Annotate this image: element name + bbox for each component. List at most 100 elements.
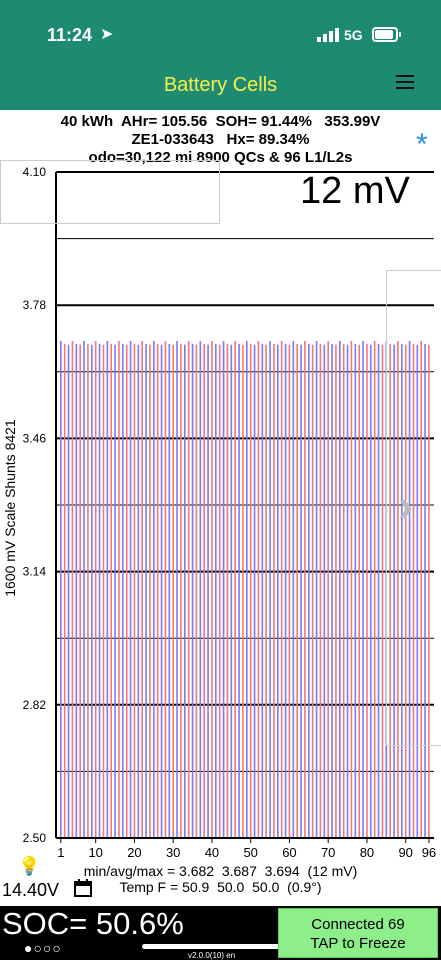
home-indicator[interactable] [142, 944, 296, 949]
status-bar: 11:24 ➤ 5G [0, 0, 441, 62]
signal-icon [317, 28, 339, 42]
cell-bar [60, 340, 62, 838]
x-tick-label: 30 [166, 845, 180, 860]
cell-bar [203, 343, 206, 838]
cell-bar [102, 344, 105, 838]
cell-bar [370, 344, 372, 838]
x-tick-label: 20 [127, 845, 141, 860]
menu-icon[interactable] [396, 71, 416, 99]
cell-bar [118, 340, 120, 838]
cell-bar [98, 343, 101, 838]
cell-bar [284, 343, 287, 838]
cell-bar [207, 344, 209, 838]
overlay-box-right [386, 270, 441, 746]
x-tick-label: 60 [282, 845, 296, 860]
overlay-box-left [0, 160, 220, 224]
cell-bar [180, 343, 182, 838]
cell-bar [389, 343, 392, 838]
calendar-icon[interactable] [74, 879, 92, 897]
cell-bar [191, 343, 194, 838]
page-dots[interactable]: ●○○○ [24, 940, 62, 956]
x-tick-label: 50 [243, 845, 257, 860]
cell-bar [401, 343, 403, 838]
nav-bar: Battery Cells [0, 62, 441, 110]
network-type: 5G [344, 27, 363, 43]
connect-button[interactable]: Connected 69 TAP to Freeze [278, 908, 438, 958]
cell-bar [75, 343, 78, 838]
battery-icon [372, 27, 401, 42]
cell-bar [358, 344, 361, 838]
cell-bar [381, 344, 384, 838]
y-tick-label: 2.50 [23, 831, 47, 845]
cell-bar [342, 343, 345, 838]
cell-bar [230, 344, 233, 838]
version-label: v2.0.0(10) en [188, 951, 236, 960]
x-tick-label: 96 [422, 845, 436, 860]
cell-bar [416, 344, 419, 838]
y-tick-label: 2.82 [23, 698, 47, 712]
cell-bar [265, 344, 268, 838]
cell-bar [87, 343, 89, 838]
cell-bar [300, 344, 302, 838]
y-tick-label: 3.46 [23, 431, 47, 445]
connect-line-2: TAP to Freeze [310, 935, 406, 952]
cell-bar [311, 344, 314, 838]
cell-bar [253, 344, 256, 838]
cell-bar [238, 343, 240, 838]
cell-bar [218, 344, 221, 838]
cell-bar [339, 340, 341, 838]
chevron-right-icon[interactable]: › [398, 479, 414, 531]
lightbulb-icon[interactable]: 💡 [18, 856, 41, 876]
soc-readout: SOC= 50.6% [2, 906, 184, 941]
cell-bar [106, 340, 109, 838]
cell-bar [91, 344, 93, 838]
cell-bar [67, 344, 70, 838]
cell-bar [331, 343, 333, 838]
cell-bar [149, 344, 151, 838]
cell-bar [199, 340, 202, 838]
cell-bar [269, 340, 271, 838]
cell-bar [261, 343, 264, 838]
x-tick-label: 90 [398, 845, 412, 860]
cell-bar [184, 344, 186, 838]
cell-bar [160, 344, 163, 838]
cell-bar [172, 344, 175, 838]
cell-bar [234, 340, 237, 838]
cell-bar [404, 344, 407, 838]
cell-bar [277, 344, 279, 838]
cell-bar [249, 343, 252, 838]
cell-bar [288, 344, 291, 838]
cell-bar [156, 343, 159, 838]
location-arrow-icon: ➤ [100, 26, 114, 43]
cell-bar [187, 340, 190, 838]
scale-mv-label: 12 mV [300, 170, 410, 212]
cell-bar [350, 340, 353, 838]
cell-bar [145, 343, 147, 838]
cell-bar [424, 343, 426, 838]
x-tick-label: 80 [360, 845, 374, 860]
cell-voltage-chart[interactable]: 4.10 3.78 3.46 3.14 2.82 2.50 1 10 20 30 40 50 60 70 8… [0, 160, 441, 880]
cell-bar [195, 344, 198, 838]
cell-bar [377, 343, 380, 838]
cell-bar [222, 340, 225, 838]
cell-bar [71, 340, 74, 838]
cell-bar [373, 340, 376, 838]
cell-bar [226, 343, 229, 838]
cell-bar [412, 343, 415, 838]
page-title: Battery Cells [163, 74, 278, 96]
cell-bar [141, 340, 144, 838]
favorite-star-icon[interactable]: * [416, 128, 428, 161]
chart-svg: 4.10 3.78 3.46 3.14 2.82 2.50 1 10 20 30 40 50 60 70 8… [23, 165, 437, 860]
cell-bar [304, 340, 306, 838]
pack-voltage: 14.40V [2, 880, 60, 900]
cell-bar [346, 344, 349, 838]
cell-bar [354, 343, 357, 838]
cell-bar [215, 343, 217, 838]
connect-line-1: Connected 69 [311, 916, 405, 933]
cell-bar [408, 340, 411, 838]
cell-bar [257, 340, 260, 838]
cell-bar [393, 344, 395, 838]
cell-bar [125, 344, 128, 838]
cell-bar [246, 340, 248, 838]
cell-bar [308, 343, 310, 838]
